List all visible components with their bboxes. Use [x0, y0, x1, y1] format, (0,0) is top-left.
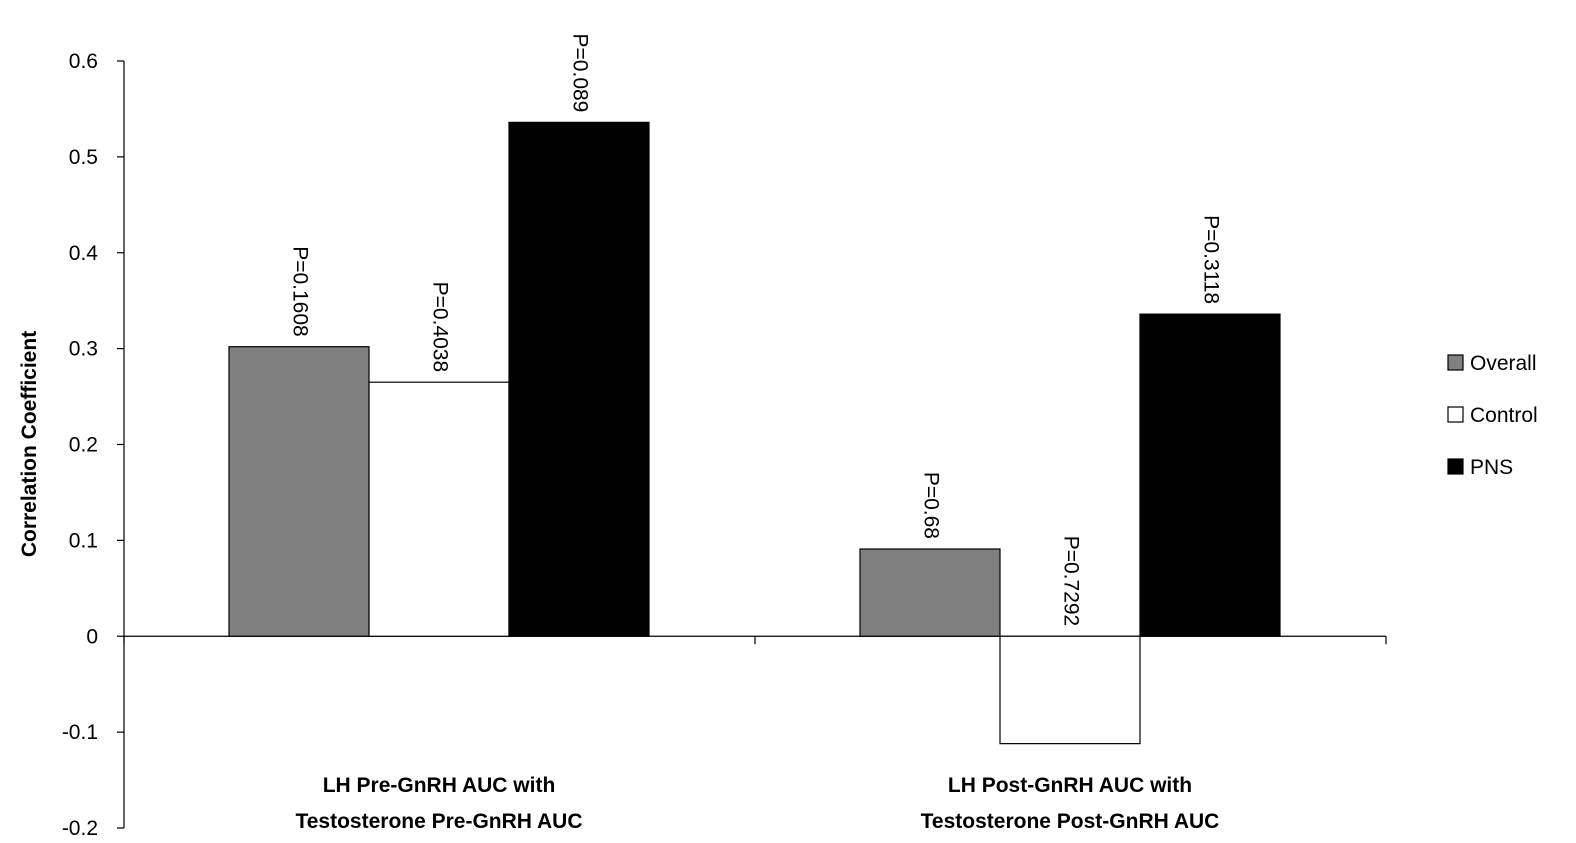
legend-swatch-overall — [1447, 354, 1464, 371]
y-tick-label: 0.6 — [69, 50, 98, 73]
y-tick-label: -0.1 — [62, 721, 98, 744]
y-axis-label: Correlation Coefficient — [18, 331, 41, 557]
data-label: P=0.7292 — [1059, 536, 1082, 627]
data-label: P=0.4038 — [428, 282, 451, 373]
legend-swatch-pns — [1447, 458, 1464, 475]
y-tick-label: 0 — [86, 625, 98, 648]
bar-control-1 — [368, 381, 510, 637]
category-label: LH Post-GnRH AUC with — [948, 774, 1192, 797]
legend-label-overall: Overall — [1470, 352, 1537, 375]
bar-pns-1 — [508, 121, 650, 637]
legend-label-pns: PNS — [1470, 456, 1513, 479]
bar-overall-1 — [228, 346, 370, 637]
data-label: P=0.3118 — [1199, 215, 1222, 304]
legend: Overall Control PNS — [1447, 352, 1538, 479]
category-label: LH Pre-GnRH AUC with — [323, 774, 556, 797]
y-tick-label: -0.2 — [62, 817, 98, 840]
bar-control-2 — [999, 635, 1141, 745]
legend-swatch-control — [1447, 406, 1464, 423]
y-tick-label: 0.2 — [69, 434, 98, 457]
legend-label-control: Control — [1470, 404, 1538, 427]
category-label: Testosterone Post-GnRH AUC — [921, 810, 1220, 833]
bar-overall-2 — [859, 548, 1001, 637]
data-label: P=0.1608 — [288, 246, 311, 337]
y-tick-label: 0.1 — [69, 529, 98, 552]
data-label: P=0.089 — [568, 34, 591, 113]
y-tick-label: 0.3 — [69, 338, 98, 361]
plot-area: -0.2 -0.1 0 0.1 0.2 0.3 0.4 0.5 0.6 P=0.1608 P=0.6… — [62, 34, 1387, 840]
bar-pns-2 — [1139, 313, 1281, 637]
category-label: Testosterone Pre-GnRH AUC — [295, 810, 582, 833]
y-tick-label: 0.5 — [69, 146, 98, 169]
data-label: P=0.68 — [919, 472, 942, 539]
y-tick-label: 0.4 — [69, 242, 99, 265]
